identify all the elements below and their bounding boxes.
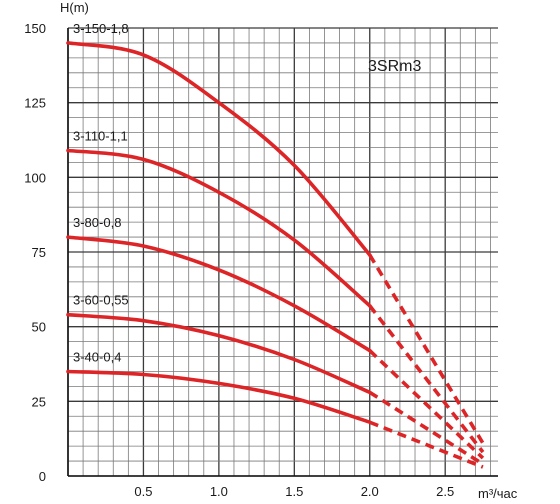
- y-tick-label: 0: [39, 469, 46, 484]
- axes: [67, 28, 498, 477]
- series-curve: [66, 148, 372, 308]
- x-tick-label: 1.5: [285, 484, 303, 499]
- series-extrapolation: [368, 304, 485, 454]
- y-tick-label: 25: [32, 394, 46, 409]
- tick-labels: 0.5 1.0 1.5 2.0 2.5 0 25 50 75 100 125 150: [24, 21, 454, 499]
- series-extrapolation: [369, 420, 484, 469]
- series-labels: 3-150-1,8 3-110-1,1 3-80-0,8 3-60-0,55 3-40-…: [73, 21, 129, 365]
- x-tick-label: 1.0: [210, 484, 228, 499]
- series-curve: [66, 312, 372, 395]
- y-tick-label: 100: [24, 170, 46, 185]
- series-curve: [66, 235, 372, 353]
- series-extrapolation: [368, 349, 485, 460]
- series-label: 3-60-0,55: [73, 293, 129, 308]
- series-curve: [66, 369, 372, 424]
- series-extrapolation: [368, 254, 485, 445]
- y-tick-label: 75: [32, 245, 46, 260]
- series-extrapolation: [368, 390, 484, 466]
- y-axis-label: H(m): [60, 0, 89, 15]
- y-tick-label: 150: [24, 21, 46, 36]
- y-tick-label: 125: [24, 96, 46, 111]
- series-curve: [66, 41, 372, 257]
- x-axis-label: m³/час: [478, 486, 518, 501]
- series-label: 3-110-1,1: [73, 128, 128, 143]
- chart-title: 3SRm3: [368, 58, 421, 75]
- series-label: 3-80-0,8: [73, 215, 121, 230]
- x-tick-label: 2.0: [361, 484, 379, 499]
- x-tick-label: 0.5: [134, 484, 152, 499]
- pump-curves: [66, 41, 485, 469]
- x-tick-label: 2.5: [436, 484, 454, 499]
- grid: [67, 27, 498, 477]
- series-label: 3-40-0,4: [73, 349, 121, 364]
- y-tick-label: 50: [32, 320, 46, 335]
- series-label: 3-150-1,8: [73, 21, 129, 36]
